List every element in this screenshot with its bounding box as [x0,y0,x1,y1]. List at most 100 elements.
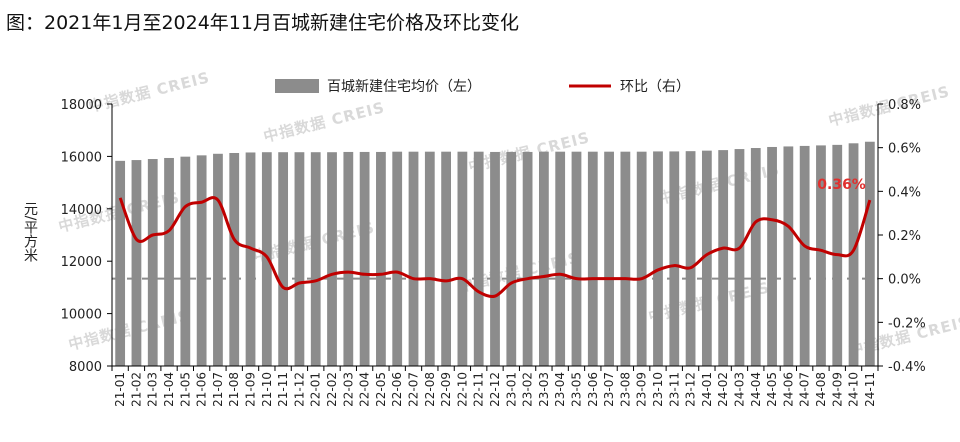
y-left-tick-label: 8000 [69,360,102,375]
x-tick-label: 21-08 [227,372,241,407]
x-tick-label: 23-10 [651,372,665,407]
x-tick-label: 22-06 [390,372,404,407]
x-tick-label: 21-07 [211,372,225,407]
bar [229,152,240,366]
bar [848,143,859,366]
labels-layer: 0.36% [817,177,866,193]
bar [701,150,712,366]
bar [490,151,500,366]
x-tick-label: 21-11 [276,372,290,407]
x-tick-label: 24-04 [749,372,763,407]
y-right-tick-label: 0.8% [888,98,921,113]
bar [816,145,826,366]
bar [604,151,614,366]
x-tick-label: 24-07 [798,372,812,407]
watermark-text: 中指数据 CREIS [262,98,387,146]
y-left-tick-label: 18000 [61,98,102,113]
x-tick-label: 24-11 [863,372,877,407]
bar [310,152,321,366]
y-left-tick-label: 14000 [61,203,102,218]
y-right-tick-label: 0.4% [888,185,921,200]
x-tick-label: 21-05 [178,372,192,407]
legend-label-bar: 百城新建住宅均价（左） [327,79,481,95]
bar [571,151,582,366]
y-left-tick-label: 16000 [61,150,102,165]
x-tick-label: 24-08 [814,372,828,407]
bar [669,151,680,366]
x-tick-label: 22-05 [374,372,388,407]
x-tick-label: 21-03 [146,372,160,407]
y-axis-title: 元/平方米 [22,202,38,263]
x-tick-label: 21-09 [244,372,258,407]
x-tick-label: 22-04 [358,372,372,407]
x-tick-label: 23-04 [553,372,567,407]
bar [131,160,142,366]
x-tick-label: 22-09 [439,372,453,407]
x-tick-label: 22-10 [455,372,469,407]
x-tick-label: 24-05 [765,372,779,407]
bar [636,151,647,366]
bar [245,152,256,366]
axes-layer: 8000 10000 12000 14000 16000 18000 -0.4% -0.2% 0… [22,98,926,407]
y-right-tick-label: 0.0% [888,273,921,288]
x-tick-label: 23-07 [602,372,616,407]
x-tick-label: 23-03 [537,372,551,407]
bar [147,159,158,366]
y-right-tick-label: -0.2% [888,316,926,331]
y-left-tick-label: 10000 [61,308,102,323]
bar [392,151,403,366]
x-tick-label: 22-11 [472,372,486,407]
bar [767,146,777,366]
bar [750,148,761,366]
bar [213,153,223,366]
x-tick-label: 22-03 [341,372,355,407]
watermark-text: 中指数据 CREIS [87,68,212,116]
x-tick-label: 21-10 [260,372,274,407]
bar [734,149,745,366]
y-right-tick-label: -0.4% [888,360,926,375]
x-tick-label: 24-03 [732,372,746,407]
bar [653,151,663,366]
bar [620,151,631,366]
bar [196,155,207,366]
data-label-last: 0.36% [817,177,866,193]
bar [294,152,305,366]
x-tick-label: 22-02 [325,372,339,407]
bar [506,151,517,366]
legend-swatch-bar [275,79,319,93]
x-tick-label: 23-08 [618,372,632,407]
bar [587,151,598,366]
y-left-tick-label: 12000 [61,255,102,270]
x-tick-label: 23-12 [684,372,698,407]
x-tick-label: 23-11 [667,372,681,407]
bar [115,160,126,366]
x-tick-label: 21-01 [113,372,127,407]
x-tick-label: 21-12 [292,372,306,407]
bar [555,151,566,366]
bar [783,146,794,366]
x-tick-label: 24-02 [716,372,730,407]
x-tick-label: 23-06 [586,372,600,407]
y-right-tick-label: 0.6% [888,142,921,157]
bar [180,156,191,366]
bar [685,151,696,366]
x-tick-label: 24-06 [781,372,795,407]
bar [327,152,337,366]
x-tick-label: 23-05 [569,372,583,407]
bar [718,150,729,366]
x-tick-label: 23-09 [635,372,649,407]
x-tick-label: 22-12 [488,372,502,407]
bar [359,151,370,366]
x-tick-label: 23-02 [521,372,535,407]
x-tick-label: 22-08 [423,372,437,407]
bar [799,145,810,366]
x-tick-label: 21-02 [129,372,143,407]
bar [278,152,289,366]
legend: 百城新建住宅均价（左） 环比（右） [275,79,690,95]
bar [473,151,484,366]
x-tick-label: 24-10 [847,372,861,407]
bar [441,151,451,366]
y-right-tick-label: 0.2% [888,229,921,244]
x-tick-label: 22-01 [309,372,323,407]
